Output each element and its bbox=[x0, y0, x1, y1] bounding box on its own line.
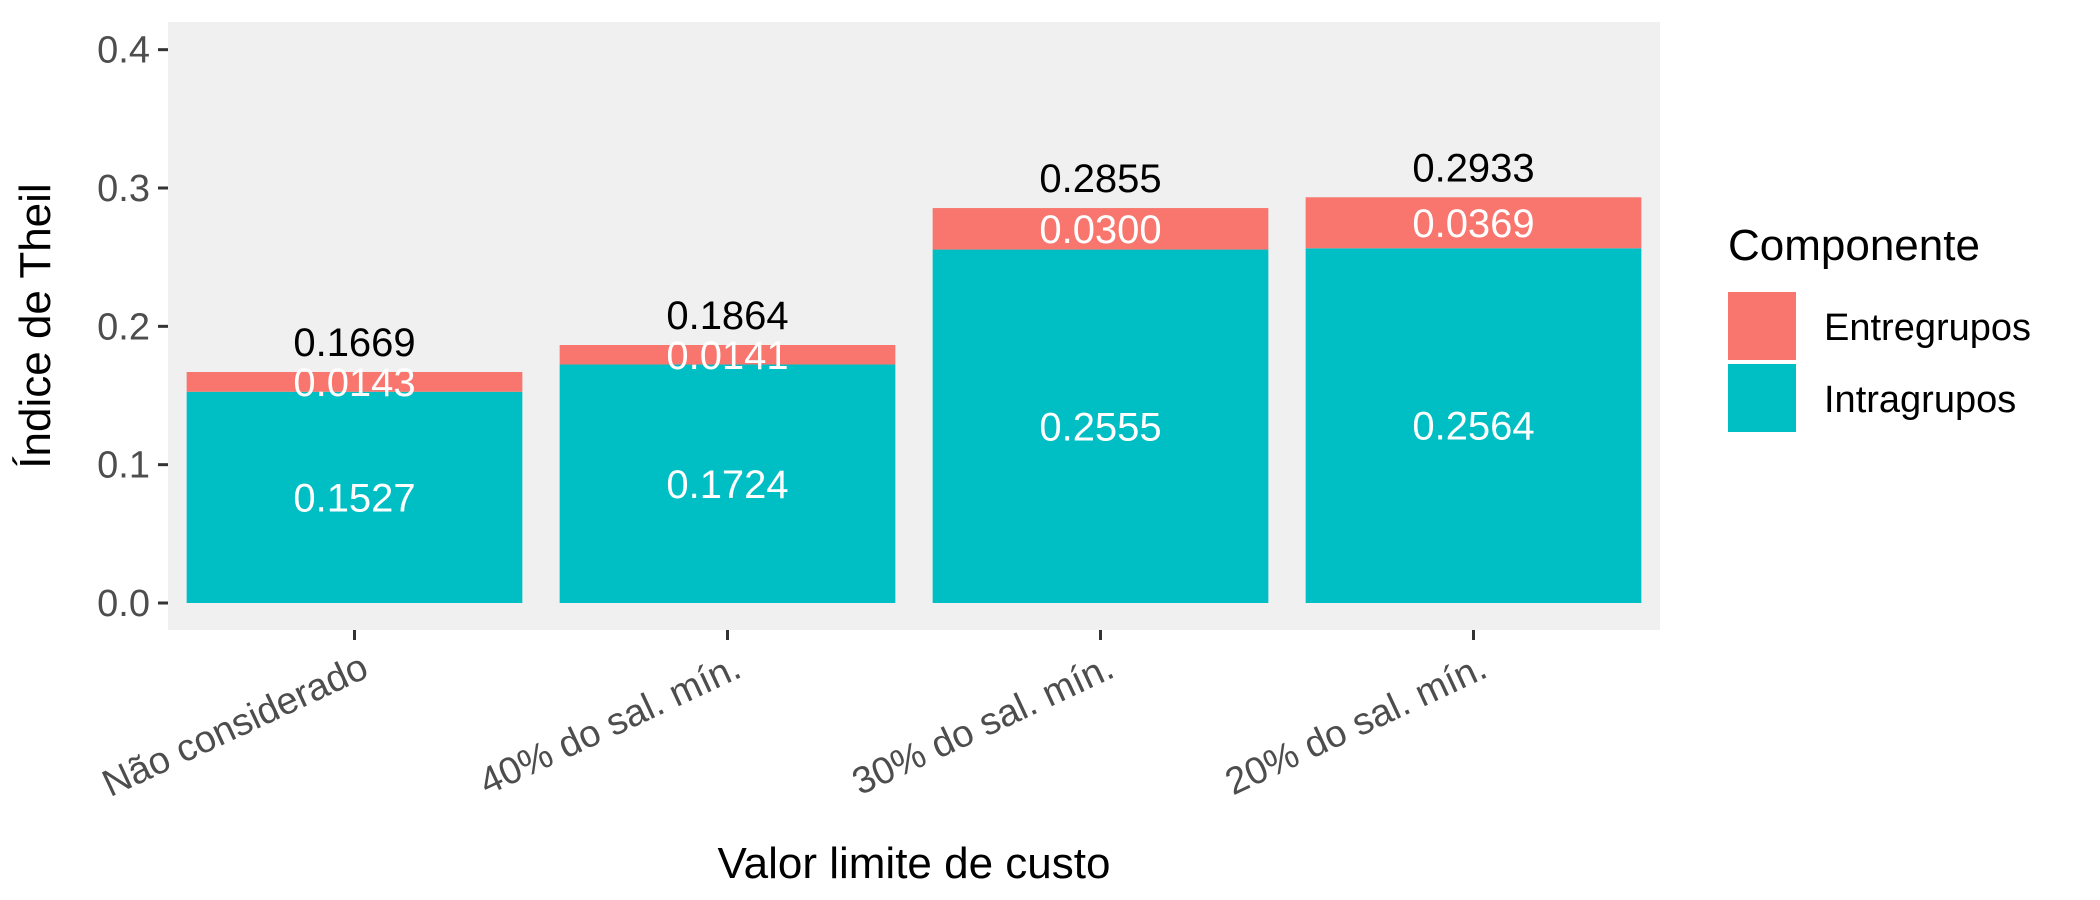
total-value-label: 0.2855 bbox=[1039, 157, 1161, 201]
y-tick-label: 0.2 bbox=[97, 306, 150, 348]
x-axis-title: Valor limite de custo bbox=[718, 839, 1111, 888]
y-tick-label: 0.0 bbox=[97, 583, 150, 625]
bar-segment-entregrupos bbox=[559, 345, 896, 365]
segment-value-label: 0.1724 bbox=[666, 463, 788, 507]
bar-segment-intragrupos bbox=[559, 364, 896, 603]
legend-label-entregrupos: Entregrupos bbox=[1824, 307, 2031, 349]
segment-value-label: 0.0141 bbox=[666, 334, 788, 378]
legend-label-intragrupos: Intragrupos bbox=[1824, 379, 2016, 421]
total-value-label: 0.1864 bbox=[666, 294, 788, 338]
x-tick-label: 30% do sal. mín. bbox=[846, 646, 1120, 804]
x-tick-label: 20% do sal. mín. bbox=[1219, 646, 1493, 804]
segment-value-label: 0.2564 bbox=[1412, 405, 1534, 449]
y-tick-label: 0.3 bbox=[97, 168, 150, 210]
bar-segment-entregrupos bbox=[1305, 197, 1642, 249]
segment-value-label: 0.2555 bbox=[1039, 405, 1161, 449]
segment-value-label: 0.0369 bbox=[1412, 202, 1534, 246]
segment-value-label: 0.1527 bbox=[293, 476, 415, 520]
y-tick-label: 0.1 bbox=[97, 445, 150, 487]
total-value-label: 0.2933 bbox=[1412, 146, 1534, 190]
bar-segment-intragrupos bbox=[1305, 248, 1642, 603]
total-value-label: 0.1669 bbox=[293, 321, 415, 365]
segment-value-label: 0.0300 bbox=[1039, 208, 1161, 252]
bar-segment-intragrupos bbox=[186, 391, 523, 603]
x-tick-label: Não considerado bbox=[96, 646, 374, 805]
legend-key-entregrupos bbox=[1728, 292, 1796, 360]
legend-title: Componente bbox=[1728, 221, 1980, 270]
x-tick-label: 40% do sal. mín. bbox=[473, 646, 747, 804]
y-axis: 0.0 0.1 0.2 0.3 0.4 bbox=[97, 30, 168, 625]
bar-segment-intragrupos bbox=[932, 249, 1269, 603]
segment-value-label: 0.0143 bbox=[293, 361, 415, 405]
legend-key-intragrupos bbox=[1728, 364, 1796, 432]
y-axis-title: Índice de Theil bbox=[11, 183, 60, 468]
bar-segment-entregrupos bbox=[932, 208, 1269, 250]
y-tick-label: 0.4 bbox=[97, 30, 150, 72]
legend: Componente Entregrupos Intragrupos bbox=[1728, 221, 2031, 432]
bar-segment-entregrupos bbox=[186, 371, 523, 392]
x-axis: Não considerado 40% do sal. mín. 30% do sa… bbox=[96, 630, 1493, 806]
